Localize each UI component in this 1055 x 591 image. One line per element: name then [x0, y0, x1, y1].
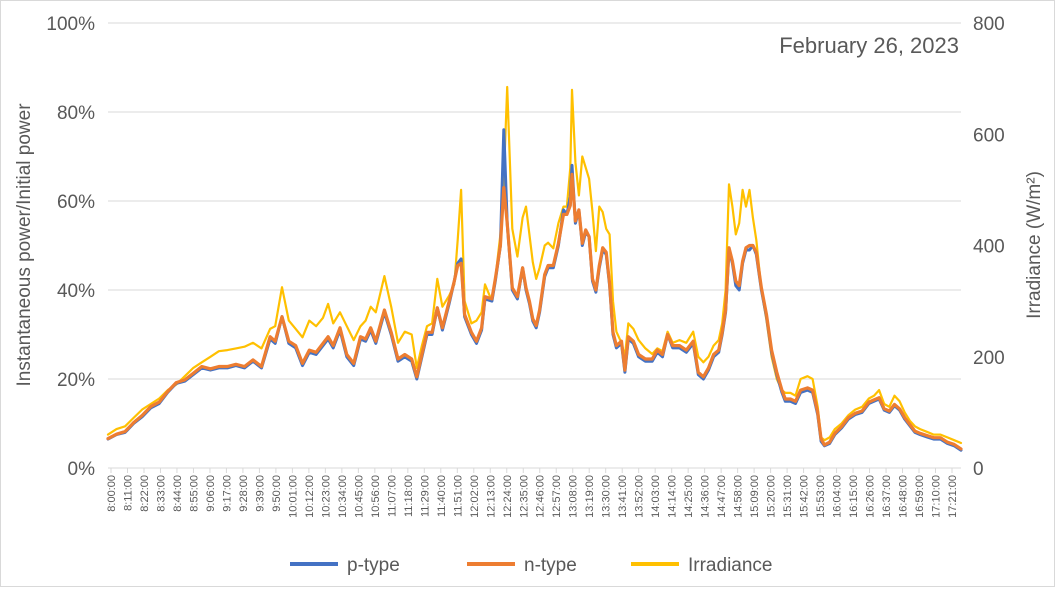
legend: p-type n-type Irradiance	[290, 555, 773, 576]
x-tick-label: 8:33:00	[155, 475, 167, 512]
x-tick-label: 15:42:00	[799, 475, 811, 518]
x-tick-label: 11:18:00	[403, 475, 415, 517]
series-line-n-type	[106, 172, 963, 451]
x-tick-label: 10:12:00	[304, 475, 316, 518]
x-tick-label: 8:55:00	[188, 475, 200, 512]
x-tick-label: 12:02:00	[469, 475, 481, 518]
x-tick-label: 17:21:00	[947, 475, 959, 518]
x-tick-label: 8:44:00	[172, 475, 184, 512]
x-tick-label: 10:56:00	[370, 475, 382, 518]
y-tick-label: 100%	[46, 14, 95, 35]
x-tick-label: 15:09:00	[749, 475, 761, 518]
x-tick-label: 14:47:00	[716, 475, 728, 518]
x-tick-label: 12:24:00	[502, 475, 514, 518]
x-tick-label: 13:41:00	[617, 475, 629, 518]
legend-label: p-type	[347, 555, 400, 576]
x-tick-label: 10:23:00	[320, 475, 332, 518]
x-tick-label: 10:45:00	[353, 475, 365, 518]
x-tick-label: 16:04:00	[832, 475, 844, 518]
annotation-date: February 26, 2023	[779, 33, 959, 58]
y2-tick-label: 800	[973, 14, 1005, 35]
x-tick-label: 12:46:00	[535, 475, 547, 518]
y-axis-label: Instantaneous power/Initial power	[14, 103, 35, 387]
x-tick-label: 13:08:00	[568, 475, 580, 518]
y-tick-label: 40%	[57, 281, 95, 302]
x-tick-label: 10:01:00	[287, 475, 299, 518]
y-tick-label: 20%	[57, 370, 95, 391]
x-tick-label: 16:15:00	[848, 475, 860, 518]
x-tick-label: 12:35:00	[518, 475, 530, 518]
y-tick-label: 80%	[57, 103, 95, 124]
x-tick-label: 16:59:00	[914, 475, 926, 518]
y-tick-label: 0%	[68, 459, 96, 480]
x-tick-label: 9:28:00	[238, 475, 250, 512]
x-tick-label: 16:37:00	[881, 475, 893, 518]
x-tick-label: 8:22:00	[139, 475, 151, 512]
x-tick-label: 14:58:00	[733, 475, 745, 518]
x-tick-label: 9:50:00	[271, 475, 283, 512]
x-tick-label: 15:53:00	[815, 475, 827, 518]
gridlines	[108, 22, 961, 469]
y-axis-ticks: 0% 20% 40% 60% 80% 100%	[46, 14, 95, 480]
x-tick-label: 13:19:00	[584, 475, 596, 518]
y2-tick-label: 600	[973, 125, 1005, 146]
x-tick-label: 14:25:00	[683, 475, 695, 518]
y2-tick-label: 0	[973, 459, 984, 480]
x-tick-label: 9:06:00	[205, 475, 217, 512]
y2-axis-ticks: 0 200 400 600 800	[973, 14, 1005, 480]
y2-tick-label: 400	[973, 237, 1005, 258]
x-tick-label: 8:00:00	[106, 475, 118, 512]
x-tick-label: 13:30:00	[601, 475, 613, 518]
x-tick-label: 11:07:00	[386, 475, 398, 517]
y-tick-label: 60%	[57, 192, 95, 213]
x-tick-label: 15:31:00	[782, 475, 794, 518]
x-tick-label: 9:17:00	[221, 475, 233, 512]
x-tick-label: 8:11:00	[122, 475, 134, 511]
legend-label: n-type	[524, 555, 577, 576]
x-tick-label: 17:10:00	[931, 475, 943, 518]
series-lines	[106, 85, 963, 452]
x-tick-label: 12:13:00	[485, 475, 497, 518]
x-tick-label: 11:40:00	[436, 475, 448, 517]
x-tick-label: 11:29:00	[419, 475, 431, 517]
x-tick-label: 14:36:00	[700, 475, 712, 518]
x-tick-label: 13:52:00	[634, 475, 646, 518]
x-tick-label: 12:57:00	[551, 475, 563, 518]
x-tick-label: 11:51:00	[452, 475, 464, 517]
x-axis-ticks: 8:00:00 8:11:00 8:22:00 8:33:00 8:44:00 8:55:…	[106, 468, 959, 518]
x-tick-label: 16:48:00	[898, 475, 910, 518]
y2-tick-label: 200	[973, 348, 1005, 369]
legend-label: Irradiance	[688, 555, 773, 576]
x-tick-label: 14:14:00	[667, 475, 679, 518]
x-tick-label: 16:26:00	[865, 475, 877, 518]
y2-axis-label: Irradiance (W/m²)	[1024, 171, 1045, 319]
x-tick-label: 9:39:00	[254, 475, 266, 512]
series-line-irradiance	[106, 85, 963, 445]
x-tick-label: 15:20:00	[766, 475, 778, 518]
x-tick-label: 14:03:00	[650, 475, 662, 518]
x-tick-label: 10:34:00	[337, 475, 349, 518]
